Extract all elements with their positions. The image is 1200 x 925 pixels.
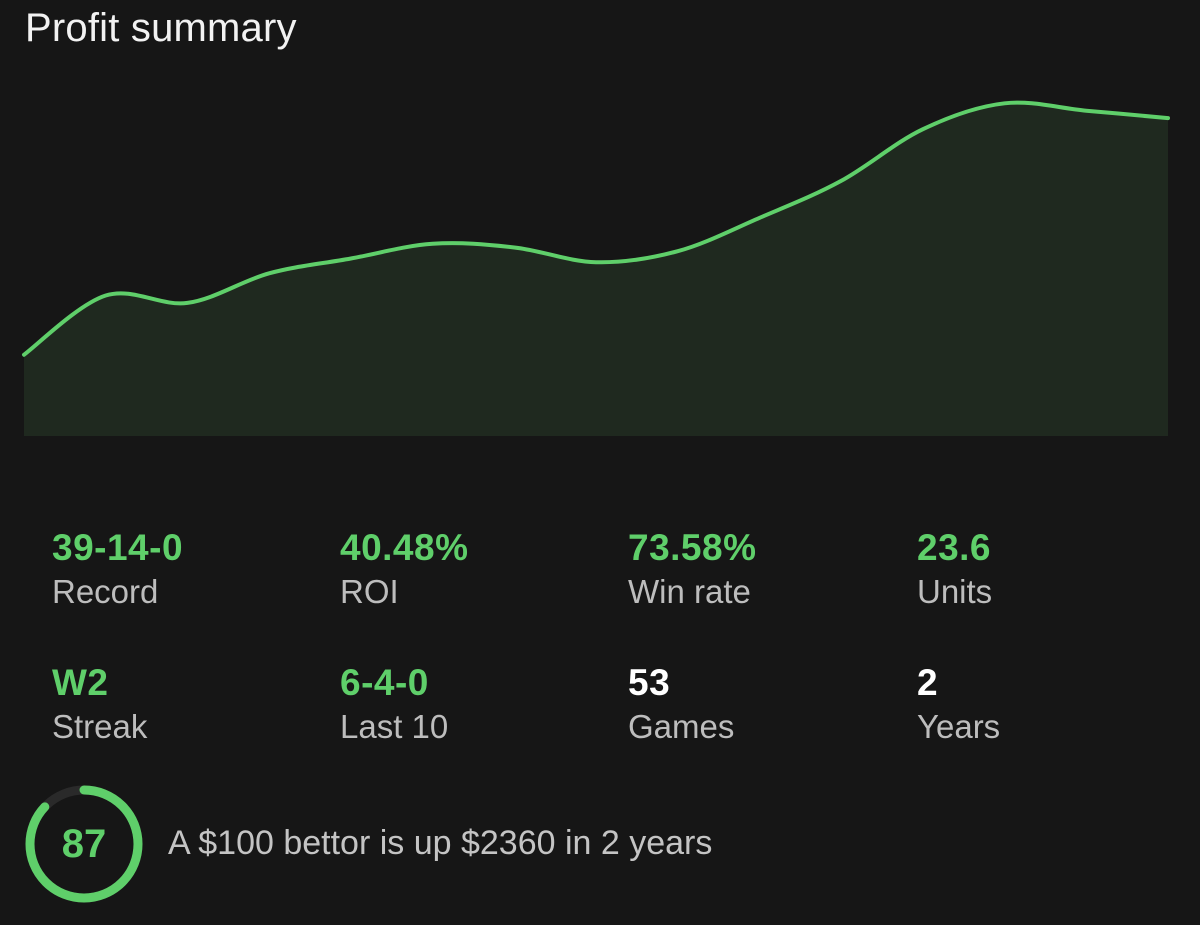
stat-units: 23.6 Units: [917, 526, 1177, 612]
stat-streak-label: Streak: [52, 708, 148, 745]
bettor-summary: A $100 bettor is up $2360 in 2 years: [168, 824, 713, 862]
stat-record-label: Record: [52, 573, 159, 610]
score-value: 87: [61, 822, 107, 866]
profit-area: [24, 102, 1168, 436]
stat-years-label: Years: [917, 708, 1001, 745]
stat-units-label: Units: [917, 573, 993, 610]
stat-games: 53 Games: [628, 661, 888, 747]
stat-record-value: 39-14-0: [52, 527, 184, 568]
stat-roi-value: 40.48%: [340, 527, 469, 568]
profit-line: [22, 100, 1170, 357]
page-title: Profit summary: [25, 6, 297, 50]
stat-roi-label: ROI: [340, 573, 399, 610]
stat-years-value: 2: [917, 662, 939, 703]
stat-last-10-label: Last 10: [340, 708, 449, 745]
stat-last-10-value: 6-4-0: [340, 662, 429, 703]
stat-last-10: 6-4-0 Last 10: [340, 661, 600, 747]
score-ring: [25, 785, 143, 903]
stat-games-label: Games: [628, 708, 735, 745]
stat-record: 39-14-0 Record: [52, 526, 312, 612]
stat-win-rate-label: Win rate: [628, 573, 751, 610]
stat-streak: W2 Streak: [52, 661, 312, 747]
score-ring-progress: [25, 785, 143, 903]
stat-games-value: 53: [628, 662, 671, 703]
stat-win-rate-value: 73.58%: [628, 527, 757, 568]
stat-streak-value: W2: [52, 662, 109, 703]
stat-units-value: 23.6: [917, 527, 992, 568]
stat-win-rate: 73.58% Win rate: [628, 526, 888, 612]
stat-roi: 40.48% ROI: [340, 526, 600, 612]
stat-years: 2 Years: [917, 661, 1177, 747]
